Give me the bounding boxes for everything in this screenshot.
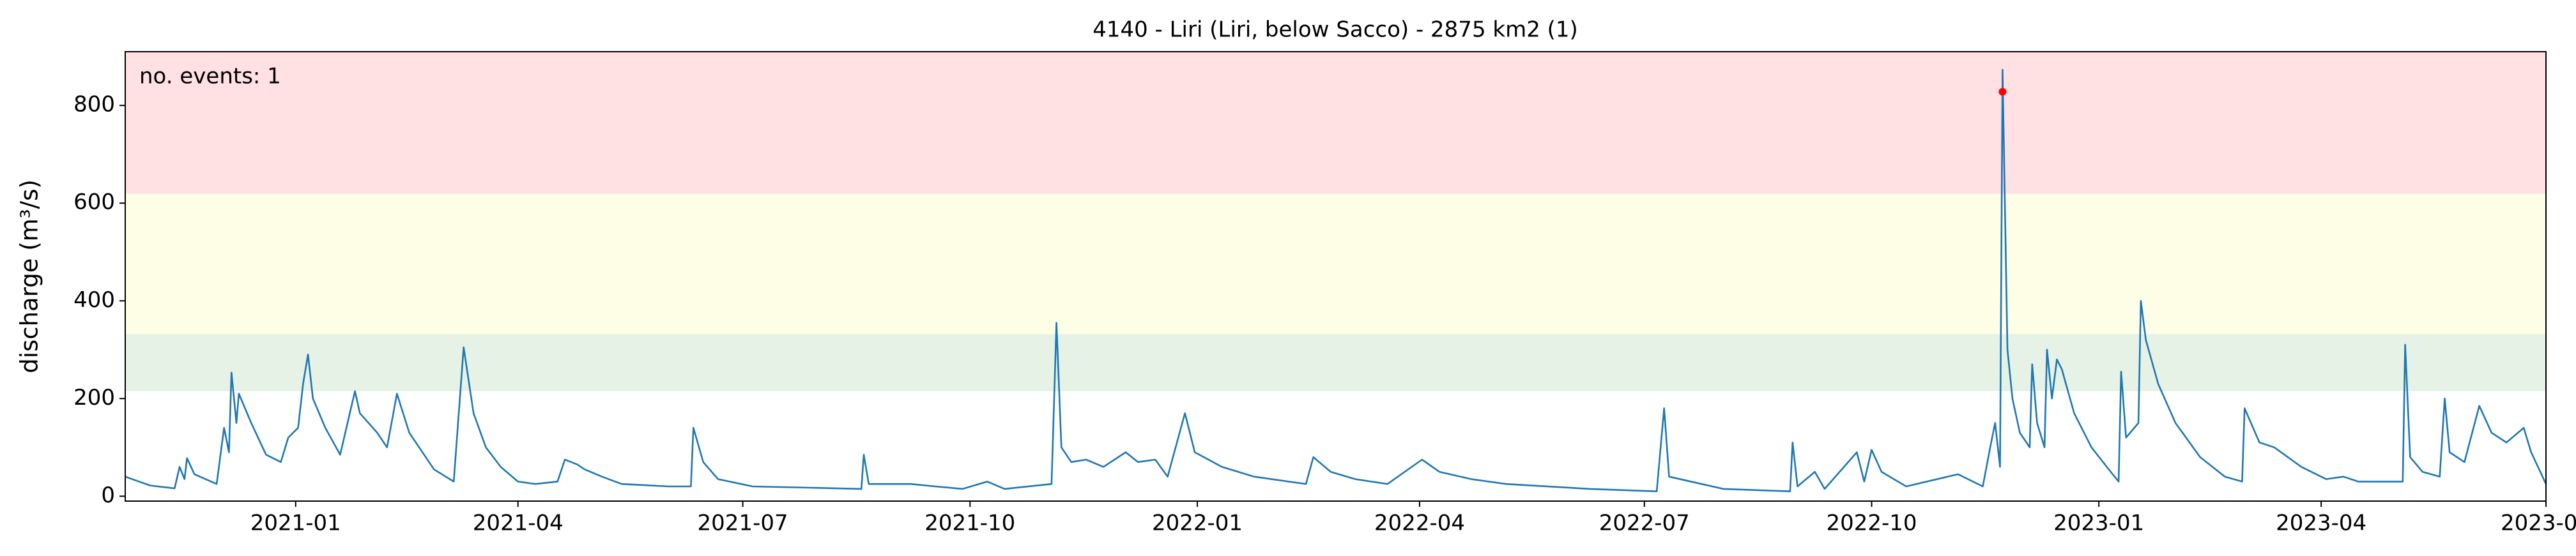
x-tick-label: 2022-07 — [1599, 511, 1690, 536]
x-tick-label: 2023-04 — [2276, 511, 2366, 536]
discharge-line — [125, 69, 2547, 492]
x-tick-label: 2021-10 — [924, 511, 1015, 536]
chart-title: 4140 - Liri (Liri, below Sacco) - 2875 k… — [1092, 17, 1578, 43]
x-tick-label: 2021-07 — [698, 511, 788, 536]
y-tick-label: 600 — [73, 190, 115, 215]
x-tick-label: 2022-04 — [1374, 511, 1465, 536]
y-tick-label: 400 — [73, 287, 115, 313]
threshold-band — [125, 52, 2546, 194]
y-tick-label: 200 — [73, 385, 115, 410]
event-point — [1998, 87, 2007, 96]
event-count: no. events: 1 — [139, 64, 281, 89]
x-tick-label: 2022-01 — [1152, 511, 1243, 536]
plot-frame — [125, 51, 2547, 502]
x-tick-label: 2021-04 — [473, 511, 564, 536]
x-tick-label: 2023-07 — [2501, 511, 2576, 536]
threshold-band — [125, 193, 2546, 334]
x-tick-label: 2022-10 — [1826, 511, 1917, 536]
x-tick-label: 2023-01 — [2053, 511, 2144, 536]
threshold-band — [125, 334, 2546, 391]
y-axis-label: discharge (m³/s) — [16, 179, 43, 373]
x-tick-label: 2021-01 — [250, 511, 341, 536]
y-tick-label: 0 — [101, 483, 115, 508]
y-tick-label: 800 — [73, 92, 115, 117]
